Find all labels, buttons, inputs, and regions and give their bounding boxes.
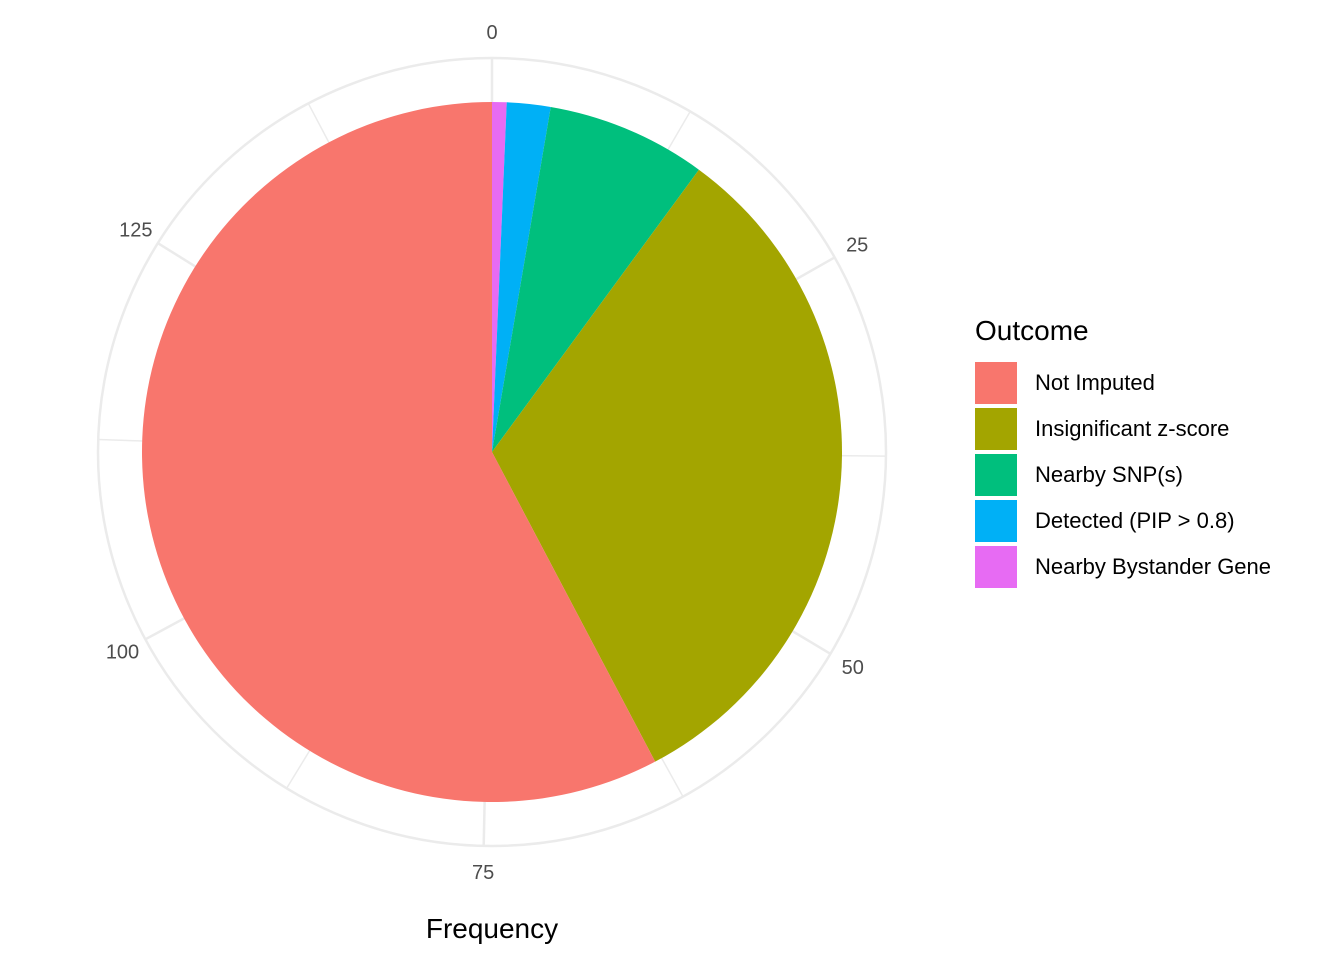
legend-swatch [975, 546, 1017, 588]
tick-label: 0 [486, 22, 497, 44]
slice-detected-pip-0-8 [492, 102, 551, 452]
tick-label: 50 [842, 657, 864, 679]
legend-label: Detected (PIP > 0.8) [1035, 508, 1235, 533]
legend-swatch [975, 454, 1017, 496]
legend-item: Nearby Bystander Gene [975, 544, 1271, 590]
legend-item: Insignificant z-score [975, 406, 1271, 452]
legend-swatch [975, 500, 1017, 542]
legend-items: Not Imputed Insignificant z-score Nearby S… [975, 360, 1271, 590]
legend-swatch [975, 408, 1017, 450]
legend-label: Nearby SNP(s) [1035, 462, 1183, 487]
tick-label: 100 [106, 642, 139, 664]
slice-insignificant-z-score [492, 169, 843, 762]
legend-item: Nearby SNP(s) [975, 452, 1271, 498]
legend-label: Insignificant z-score [1035, 416, 1230, 441]
tick-label: 125 [119, 219, 152, 241]
legend-item: Detected (PIP > 0.8) [975, 498, 1271, 544]
slice-not-imputed [141, 102, 656, 802]
legend-label: Nearby Bystander Gene [1035, 554, 1272, 579]
legend-title: Outcome [975, 315, 1089, 346]
angular-tick-labels: 0 25 50 75 100 125 [106, 22, 868, 884]
legend-item: Not Imputed [975, 360, 1271, 406]
x-axis-title: Frequency [426, 913, 558, 944]
legend-label: Not Imputed [1035, 370, 1155, 395]
legend-swatch [975, 362, 1017, 404]
pie-slices [141, 102, 843, 802]
slice-nearby-snp-s [492, 106, 699, 453]
slice-nearby-bystander-gene [492, 102, 507, 452]
tick-label: 75 [472, 862, 494, 884]
tick-label: 25 [846, 235, 868, 257]
legend: Outcome Not Imputed Insignificant z-score… [975, 314, 1271, 590]
